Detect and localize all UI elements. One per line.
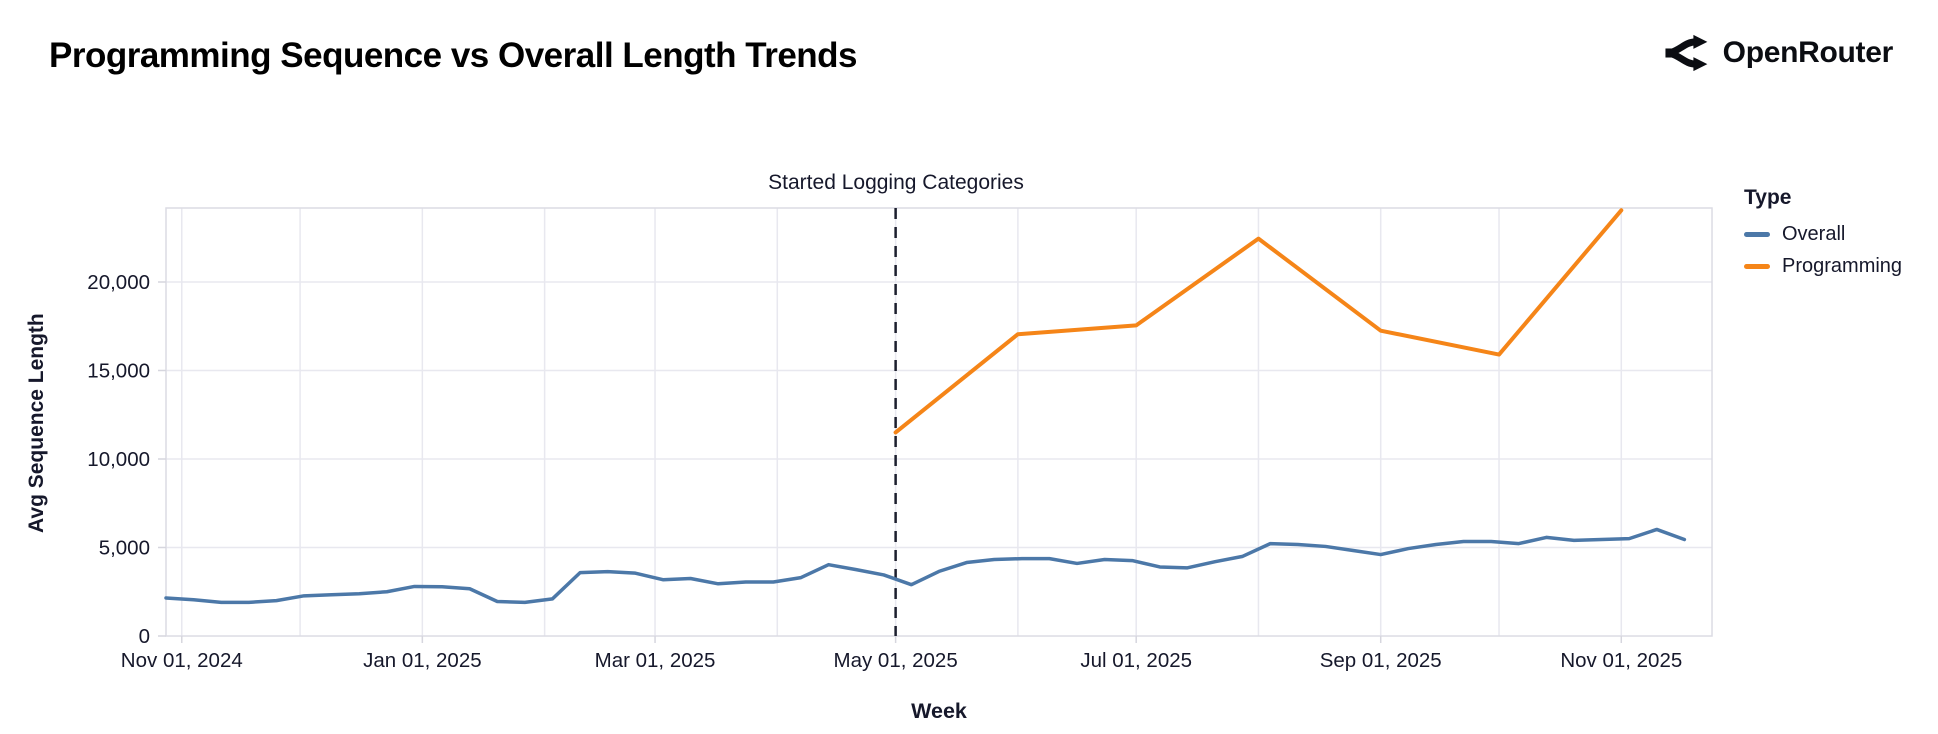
x-tick-label: Jul 01, 2025: [1080, 649, 1192, 672]
brand-link[interactable]: OpenRouter: [1663, 32, 1893, 74]
overall-line-swatch: [1744, 232, 1770, 237]
annotation-label: Started Logging Categories: [768, 171, 1024, 194]
plot-border: [165, 207, 1713, 637]
x-tick-label: Sep 01, 2025: [1320, 649, 1442, 672]
x-tick-label: Nov 01, 2024: [121, 649, 243, 672]
overall-line: [164, 527, 1687, 605]
page-title: Programming Sequence vs Overall Length T…: [49, 36, 858, 75]
x-tick-label: Mar 01, 2025: [595, 649, 716, 672]
legend-item-overall: Overall: [1744, 223, 1902, 246]
legend: Type Overall Programming: [1744, 186, 1902, 278]
x-tick-label: Nov 01, 2025: [1560, 649, 1682, 672]
x-tick-label: Jan 01, 2025: [363, 649, 482, 672]
x-tick-label: May 01, 2025: [834, 649, 958, 672]
x-axis-title: Week: [911, 699, 967, 723]
y-tick-label: 20,000: [87, 271, 150, 294]
y-axis-title: Avg Sequence Length: [25, 313, 48, 534]
legend-item-programming: Programming: [1744, 255, 1902, 278]
y-tick-label: 10,000: [87, 448, 150, 471]
y-tick-label: 0: [139, 625, 150, 648]
brand-label: OpenRouter: [1722, 36, 1894, 69]
programming-line: [893, 208, 1624, 435]
programming-line-swatch: [1744, 264, 1770, 269]
legend-label-overall: Overall: [1782, 223, 1846, 245]
y-tick-label: 5,000: [99, 536, 150, 559]
legend-label-programming: Programming: [1782, 255, 1903, 277]
openrouter-logo-icon: [1663, 32, 1709, 74]
legend-title: Type: [1744, 186, 1792, 209]
y-tick-label: 15,000: [87, 359, 150, 382]
